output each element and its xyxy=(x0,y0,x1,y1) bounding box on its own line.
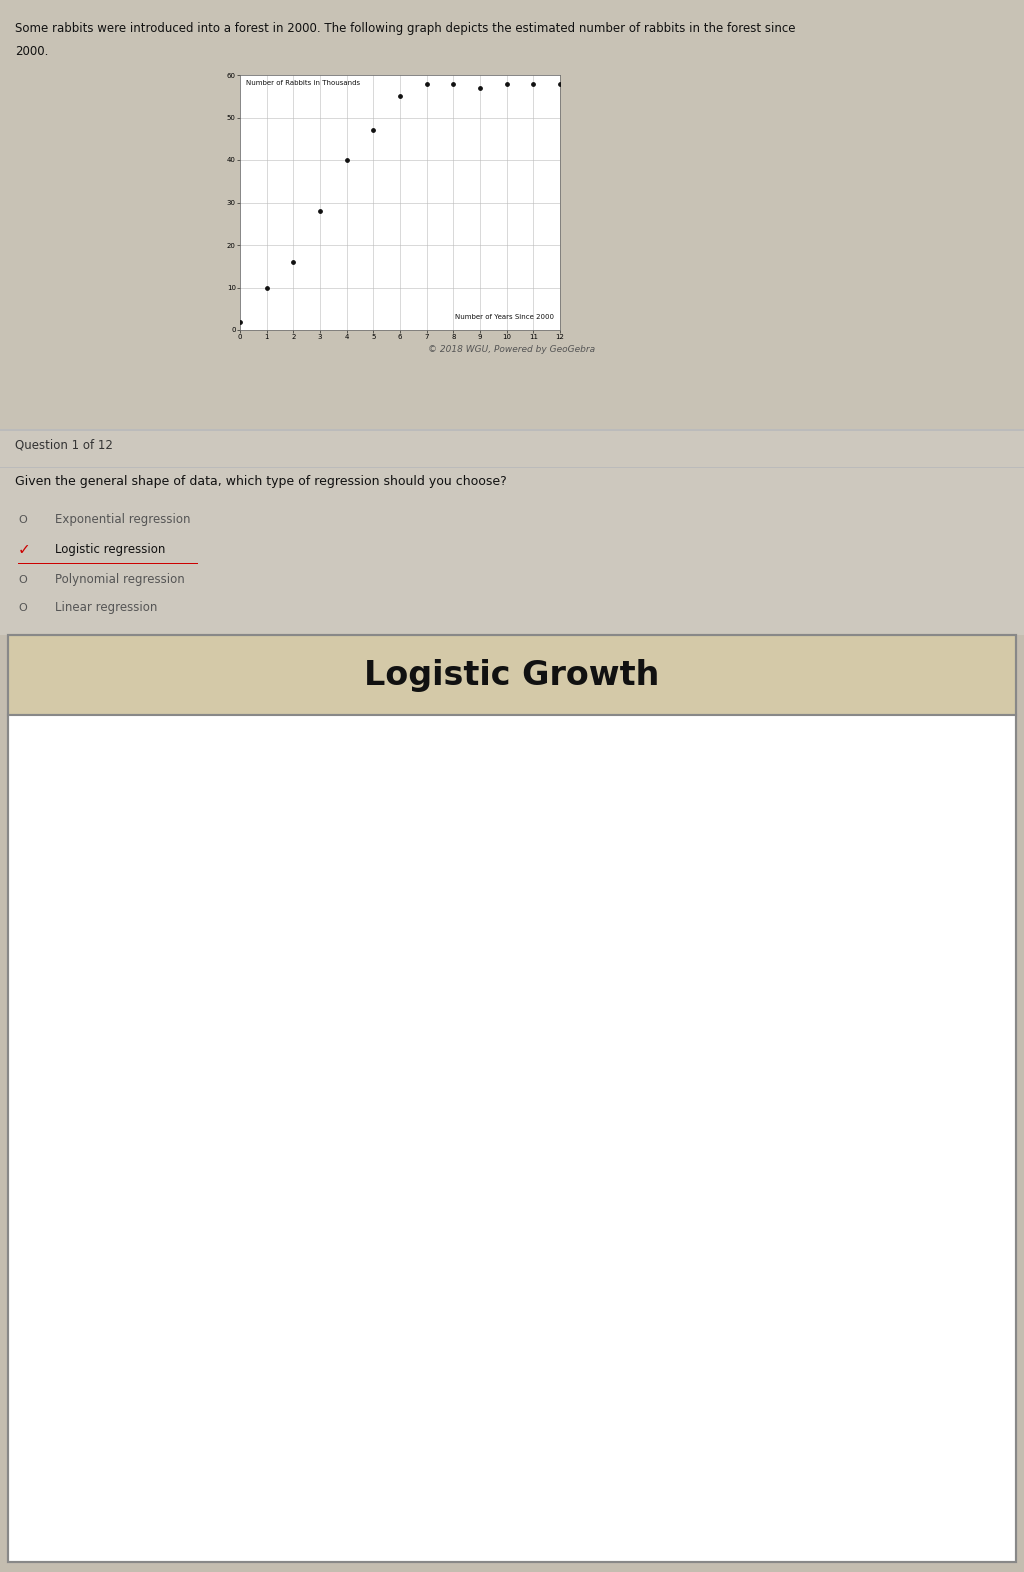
Point xyxy=(525,71,542,96)
Text: O: O xyxy=(18,516,27,525)
Text: Logistic regression: Logistic regression xyxy=(55,544,165,556)
Text: ✓: ✓ xyxy=(18,542,31,558)
Text: O: O xyxy=(18,575,27,585)
Point xyxy=(339,148,355,173)
Text: © 2018 WGU, Powered by GeoGebra: © 2018 WGU, Powered by GeoGebra xyxy=(428,344,596,354)
Text: Polynomial regression: Polynomial regression xyxy=(55,574,184,586)
Point xyxy=(499,71,515,96)
Point xyxy=(311,198,328,223)
Point xyxy=(552,71,568,96)
Text: Number of Years Since 2000: Number of Years Since 2000 xyxy=(455,314,554,319)
Text: 2000.: 2000. xyxy=(15,46,48,58)
Point xyxy=(445,71,462,96)
Text: Given the general shape of data, which type of regression should you choose?: Given the general shape of data, which t… xyxy=(15,475,507,487)
Text: Logistic Growth: Logistic Growth xyxy=(365,659,659,692)
Point xyxy=(285,250,301,275)
Point xyxy=(419,71,435,96)
Text: Linear regression: Linear regression xyxy=(55,602,158,615)
Point xyxy=(231,310,248,335)
Text: Number of Rabbits in Thousands: Number of Rabbits in Thousands xyxy=(247,80,360,86)
Text: O: O xyxy=(18,604,27,613)
Text: Exponential regression: Exponential regression xyxy=(55,514,190,527)
Point xyxy=(366,118,382,143)
Text: Some rabbits were introduced into a forest in 2000. The following graph depicts : Some rabbits were introduced into a fore… xyxy=(15,22,796,35)
Point xyxy=(392,83,409,108)
Point xyxy=(472,75,488,101)
Text: Population size: Population size xyxy=(85,1049,104,1229)
Text: Time: Time xyxy=(510,1528,574,1552)
Text: Question 1 of 12: Question 1 of 12 xyxy=(15,439,113,451)
Point xyxy=(258,275,274,300)
Text: Carrying capacity: Carrying capacity xyxy=(425,816,658,839)
